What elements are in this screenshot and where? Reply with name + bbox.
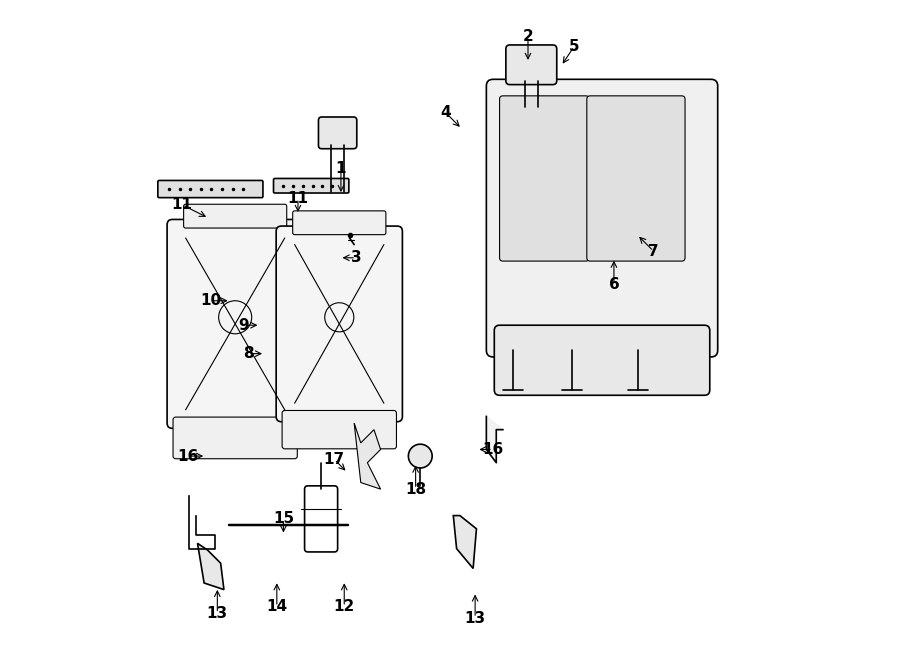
Text: 4: 4	[440, 105, 451, 120]
FancyBboxPatch shape	[587, 96, 685, 261]
Text: 2: 2	[523, 29, 534, 44]
Circle shape	[409, 444, 432, 468]
Text: 11: 11	[172, 198, 193, 212]
FancyBboxPatch shape	[494, 325, 710, 395]
Text: 17: 17	[324, 452, 345, 467]
FancyBboxPatch shape	[276, 226, 402, 422]
FancyBboxPatch shape	[292, 211, 386, 235]
Polygon shape	[197, 543, 224, 590]
FancyBboxPatch shape	[184, 204, 287, 228]
Text: 3: 3	[351, 251, 362, 265]
Text: 16: 16	[482, 442, 504, 457]
Text: 5: 5	[569, 39, 580, 54]
FancyBboxPatch shape	[506, 45, 557, 85]
Text: 12: 12	[334, 600, 355, 614]
Text: 18: 18	[405, 482, 427, 496]
Text: 16: 16	[177, 449, 198, 463]
Text: 1: 1	[336, 161, 346, 176]
FancyBboxPatch shape	[274, 178, 349, 193]
Text: 6: 6	[608, 277, 619, 292]
FancyBboxPatch shape	[158, 180, 263, 198]
Text: 7: 7	[648, 244, 659, 258]
Polygon shape	[486, 416, 503, 463]
FancyBboxPatch shape	[486, 79, 717, 357]
Text: 11: 11	[287, 191, 309, 206]
Text: 13: 13	[464, 611, 486, 625]
Text: 14: 14	[266, 600, 287, 614]
FancyBboxPatch shape	[319, 117, 356, 149]
FancyBboxPatch shape	[500, 96, 590, 261]
Text: 13: 13	[207, 606, 228, 621]
FancyBboxPatch shape	[282, 410, 397, 449]
FancyBboxPatch shape	[167, 219, 303, 428]
Text: 10: 10	[200, 293, 221, 308]
Polygon shape	[454, 516, 476, 568]
Text: 15: 15	[273, 512, 294, 526]
Text: 9: 9	[238, 318, 249, 332]
Polygon shape	[355, 423, 381, 489]
Text: 8: 8	[243, 346, 254, 361]
FancyBboxPatch shape	[173, 417, 297, 459]
